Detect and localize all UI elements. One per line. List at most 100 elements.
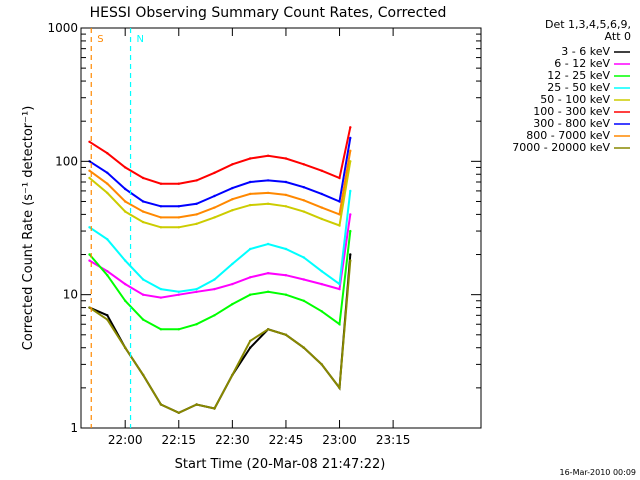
series-25-50-kev-point [141,278,145,281]
series-800-7000-kev-point [349,149,352,152]
series-7000-20000-kev-line [88,260,352,414]
series-12-25-kev-point [177,328,180,331]
y-tick-label: 10 [63,288,78,302]
series-25-50-kev-point [213,278,216,281]
series-100-300-kev-point [177,182,180,185]
x-tick-label: 23:00 [322,433,357,447]
series-group [88,126,352,414]
series-50-100-kev-point [213,216,216,219]
series-6-12-kev-point [124,282,127,286]
series-800-7000-kev-point [124,200,127,203]
series-6-12-kev-point [266,272,270,275]
series-100-300-kev-point [141,176,145,180]
series-800-7000-kev-point [141,210,145,213]
y-tick-label: 1000 [47,21,78,35]
annotation-n-label: N [137,34,144,45]
annotation-s-label: S [97,34,103,45]
series-6-12-kev-point [249,276,252,279]
legend-label-50-100-kev: 50 - 100 keV [540,93,610,106]
y-tick-label: 1 [70,421,78,435]
series-300-800-kev-point [284,180,288,184]
series-300-800-kev-point [302,186,305,189]
series-25-50-kev-point [124,259,127,262]
series-300-800-kev-point [338,200,341,203]
legend-label-12-25-kev: 12 - 25 keV [547,69,610,82]
series-800-7000-kev-point [320,206,323,209]
series-25-50-kev-point [320,270,323,273]
series-50-100-kev-point [266,202,270,205]
series-300-800-kev-line [88,137,352,208]
series-6-12-kev-point [349,213,352,216]
series-7000-20000-kev-point [177,411,180,414]
x-tick-label: 22:45 [269,433,304,447]
x-axis-label: Start Time (20-Mar-08 21:47:22) [175,457,386,472]
series-800-7000-kev-point [88,169,91,172]
series-7000-20000-kev-point [266,328,270,331]
series-100-300-kev-point [88,140,91,143]
series-7000-20000-kev-point [284,333,288,336]
series-6-12-kev-point [338,287,341,291]
legend-header-line2: Att 0 [605,30,631,43]
series-50-100-kev-point [195,222,198,225]
series-50-100-kev-point [320,217,323,221]
series-50-100-kev-point [177,226,180,229]
legend-label-100-300-kev: 100 - 300 keV [533,105,610,118]
series-12-25-kev-point [320,310,323,313]
legend-header-line1: Det 1,3,4,5,6,9, [545,18,631,31]
series-12-25-kev-point [124,299,127,302]
x-tick-label: 22:00 [108,433,143,447]
series-50-100-kev-point [302,210,305,213]
series-50-100-kev-point [141,220,145,224]
x-tick-label: 23:15 [376,433,411,447]
series-12-25-kev-point [195,323,198,326]
series-12-25-kev-point [141,318,145,321]
series-100-300-kev-point [266,154,270,157]
series-12-25-kev-line [88,230,352,331]
series-6-12-kev-point [106,270,109,273]
series-7000-20000-kev-point [349,259,352,262]
legend-label-6-12-kev: 6 - 12 keV [554,57,610,70]
series-12-25-kev-point [284,293,288,296]
series-300-800-kev-point [141,200,145,203]
series-7000-20000-kev-point [159,403,163,406]
series-50-100-kev-point [88,176,91,180]
series-12-25-kev-point [302,299,305,302]
y-tick-label: 100 [55,154,78,168]
series-7000-20000-kev-point [195,403,198,406]
series-300-800-kev-point [177,205,180,208]
series-300-800-kev-point [213,194,216,198]
series-300-800-kev-point [320,192,323,196]
series-3-6-kev-point [106,314,109,317]
series-50-100-kev-point [349,160,352,163]
series-6-12-kev-point [159,296,163,299]
series-25-50-kev-point [266,242,270,246]
series-7000-20000-kev-point [88,306,91,309]
series-25-50-kev-point [159,287,163,291]
series-50-100-kev-point [249,203,252,207]
series-25-50-kev-point [231,262,234,266]
series-3-6-kev-point [349,253,352,256]
series-100-300-kev-point [349,126,352,129]
series-800-7000-kev-point [213,206,216,209]
series-300-800-kev-point [266,179,270,182]
series-6-12-kev-point [284,274,288,277]
series-800-7000-kev-point [231,198,234,201]
series-7000-20000-kev-point [141,373,145,377]
series-100-300-kev-point [231,163,234,166]
series-7000-20000-kev-point [106,318,109,321]
series-6-12-kev-point [195,290,198,293]
series-7000-20000-kev-point [213,407,216,410]
series-100-300-kev-point [338,176,341,180]
series-800-7000-kev-point [195,213,198,216]
series-25-50-kev-point [349,189,352,193]
series-25-50-kev-point [177,290,180,293]
series-50-100-kev-line [88,161,352,229]
series-50-100-kev-point [159,226,163,229]
series-3-6-kev-point [249,346,252,349]
series-25-50-kev-point [195,287,198,291]
legend-label-800-7000-kev: 800 - 7000 keV [526,129,610,142]
x-tick-label: 22:15 [161,433,196,447]
series-50-100-kev-point [124,210,127,213]
